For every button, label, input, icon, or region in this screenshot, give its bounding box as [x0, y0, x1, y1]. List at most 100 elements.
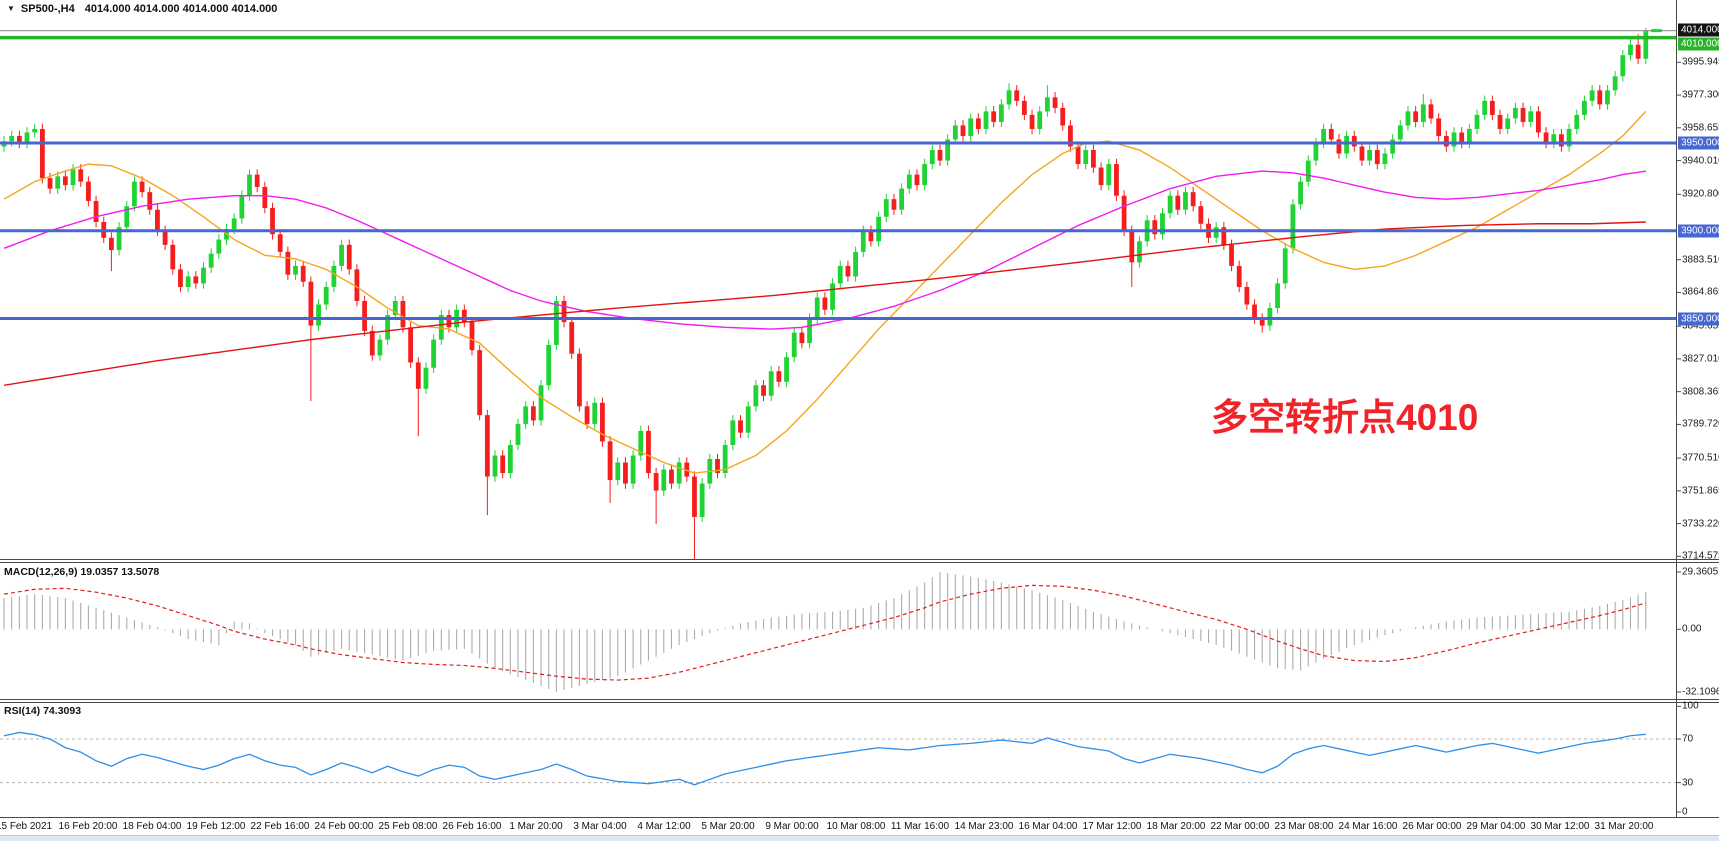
- candle-body: [1374, 150, 1380, 165]
- candle-body: [776, 371, 782, 382]
- price-tick-label: 3958.655: [1682, 122, 1719, 134]
- candle-body: [906, 174, 912, 189]
- candle-body: [1451, 132, 1457, 147]
- price-tick-label: 3789.720: [1682, 418, 1719, 430]
- candle-body: [530, 406, 536, 421]
- candle-body: [1114, 164, 1119, 196]
- time-tick-label: 17 Mar 12:00: [1082, 821, 1142, 832]
- candle-body: [193, 276, 199, 284]
- candle-body: [270, 207, 275, 235]
- candle-body: [1336, 139, 1342, 154]
- candle-body: [1037, 111, 1043, 129]
- candle-body: [1075, 146, 1081, 165]
- candle-body: [1236, 265, 1242, 287]
- candle-body: [155, 209, 160, 231]
- candle-body: [262, 186, 268, 208]
- candle-body: [239, 195, 245, 219]
- annotation-text[interactable]: 多空转折点4010: [1211, 397, 1479, 438]
- candle-body: [32, 128, 38, 133]
- panel-separators: [0, 0, 1719, 818]
- candle-body: [784, 357, 789, 382]
- candle-body: [515, 423, 521, 445]
- candle-body: [661, 469, 667, 491]
- candle-body: [62, 176, 68, 186]
- candle-body: [24, 132, 30, 143]
- candle-body: [1282, 248, 1288, 284]
- time-tick-label: 10 Mar 08:00: [826, 821, 886, 832]
- candle-body: [1160, 213, 1165, 235]
- candle-body: [1083, 150, 1089, 165]
- candle-body: [254, 174, 260, 187]
- candle-body: [1321, 128, 1326, 143]
- candle-body: [346, 244, 352, 270]
- candle-body: [1052, 97, 1058, 108]
- candle-body: [699, 483, 705, 517]
- price-tick-label: 3845.655: [1682, 320, 1719, 332]
- macd-panel[interactable]: [3, 571, 1647, 692]
- candle-body: [1106, 164, 1112, 186]
- time-tick-label: 15 Feb 2021: [0, 821, 53, 832]
- ma-fast-orange[interactable]: [3, 110, 1647, 474]
- candle-body: [523, 406, 529, 424]
- candlesticks[interactable]: [1, 28, 1649, 560]
- candle-body: [960, 125, 966, 136]
- candle-body: [147, 192, 153, 210]
- candle-body: [553, 301, 559, 345]
- axis-ticks: [1676, 61, 1681, 813]
- candle-body: [1413, 111, 1419, 122]
- candle-body: [830, 283, 835, 310]
- ma-mid-magenta[interactable]: [3, 170, 1646, 330]
- candle-body: [1183, 192, 1188, 210]
- candle-body: [1405, 111, 1411, 126]
- candle-body: [1420, 104, 1426, 122]
- candle-body: [377, 339, 383, 356]
- candle-body: [1436, 118, 1442, 136]
- candle-body: [93, 200, 99, 223]
- rsi-panel[interactable]: [0, 731, 1676, 786]
- price-badge-3950.000: 3950.000: [1678, 136, 1719, 150]
- candle-body: [615, 462, 621, 481]
- candle-body: [9, 135, 15, 142]
- candle-body: [853, 251, 858, 277]
- candle-body: [1290, 204, 1296, 249]
- candle-body: [39, 128, 45, 179]
- candle-body: [47, 178, 53, 189]
- candle-body: [231, 218, 237, 230]
- candle-body: [1060, 107, 1066, 126]
- candle-body: [968, 118, 974, 136]
- candle-body: [308, 281, 314, 326]
- candle-body: [768, 371, 774, 396]
- ohlc-values: 4014.000 4014.000 4014.000 4014.000: [84, 3, 278, 15]
- price-badge-4010.000: 4010.000: [1678, 37, 1719, 51]
- candle-body: [323, 286, 329, 305]
- candle-body: [369, 330, 375, 356]
- candle-body: [55, 176, 61, 189]
- candle-body: [914, 174, 920, 186]
- time-tick-label: 18 Mar 20:00: [1146, 821, 1206, 832]
- candle-body: [676, 462, 682, 484]
- candle-body: [484, 415, 490, 477]
- price-tick-label: 3864.865: [1682, 286, 1719, 298]
- time-tick-label: 14 Mar 23:00: [954, 821, 1014, 832]
- symbol-dropdown-icon[interactable]: ▼: [7, 4, 15, 13]
- time-tick-label: 24 Mar 16:00: [1338, 821, 1398, 832]
- candle-body: [538, 385, 544, 421]
- candle-body: [561, 301, 567, 323]
- candle-body: [684, 462, 690, 477]
- candle-body: [1397, 125, 1403, 140]
- candle-body: [1390, 139, 1396, 154]
- candle-body: [1505, 118, 1511, 129]
- candle-body: [1152, 220, 1158, 235]
- candle-body: [78, 169, 84, 182]
- macd-axis-label: 29.3605: [1682, 566, 1719, 578]
- candle-body: [1536, 111, 1541, 133]
- candle-body: [945, 139, 951, 161]
- price-tick-label: 3827.010: [1682, 353, 1719, 365]
- candle-body: [653, 473, 659, 491]
- candle-body: [500, 455, 506, 474]
- time-tick-label: 19 Feb 12:00: [186, 821, 246, 832]
- candle-body: [423, 367, 429, 389]
- time-tick-label: 11 Mar 16:00: [890, 821, 950, 832]
